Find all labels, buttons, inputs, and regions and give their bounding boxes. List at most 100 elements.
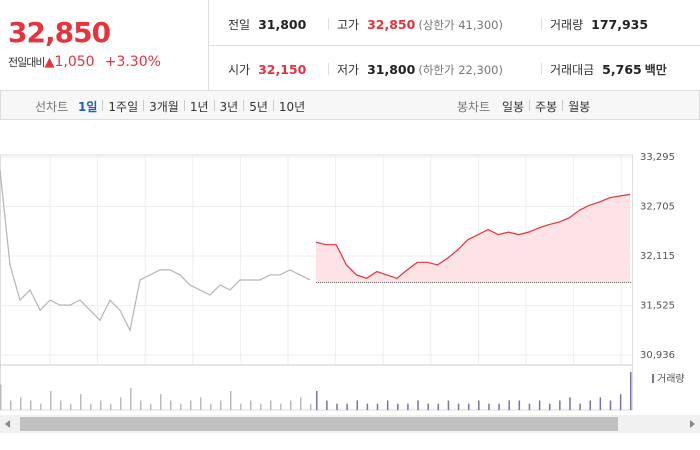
stat: 고가 32,850 (상한가 41,300) — [337, 16, 503, 33]
volume-bar — [190, 400, 192, 410]
range-tab[interactable]: 3년 — [219, 100, 239, 114]
range-tab[interactable]: 1년 — [189, 100, 209, 114]
volume-bar — [90, 403, 92, 410]
volume-bar — [528, 403, 531, 410]
scroll-thumb[interactable] — [20, 417, 618, 431]
stat-value: 177,935 — [591, 17, 649, 32]
candle-tab[interactable]: 일봉 — [502, 100, 525, 114]
volume-bar — [376, 403, 379, 410]
stat-label: 전일 — [228, 18, 251, 32]
range-tab[interactable]: 3개월 — [149, 100, 179, 114]
area-fill — [316, 194, 630, 283]
volume-bar — [50, 391, 52, 410]
volume-bar — [366, 403, 369, 410]
volume-bar — [70, 403, 72, 410]
stat: 시가 32,150 — [228, 61, 306, 78]
chart: 33,295 32,705 32,115 31,525 30,936 거래량 — [0, 152, 700, 433]
volume-bar — [316, 391, 318, 410]
range-tab[interactable]: 1주일 — [108, 100, 139, 114]
volume-bar — [346, 403, 348, 410]
range-tab[interactable]: 1일 — [78, 100, 98, 114]
volume-bar — [336, 403, 338, 410]
stat-value: 32,850 — [367, 17, 416, 32]
volume-bar — [20, 397, 22, 410]
stat: 거래대금 5,765 백만 — [550, 61, 667, 78]
volume-bar — [220, 400, 222, 410]
legend-label: 거래량 — [657, 373, 685, 385]
volume-bar — [579, 403, 581, 410]
change-row: 전일대비▲1,050 +3.30% — [8, 54, 161, 70]
volume-bar — [100, 400, 102, 410]
volume-bar — [30, 400, 32, 410]
change-value: 1,050 — [54, 54, 95, 70]
volume-bar — [538, 400, 541, 410]
volume-bar — [326, 400, 328, 410]
volume-bar — [270, 400, 272, 410]
stat-value: 31,800 — [367, 62, 416, 77]
volume-bar — [478, 400, 480, 410]
tab-sep — [562, 100, 564, 111]
volume-bar — [120, 397, 122, 410]
divider — [328, 63, 329, 75]
volume-bar — [407, 403, 409, 410]
stat-value: 32,150 — [258, 62, 307, 77]
candle-tab[interactable]: 월봉 — [568, 100, 591, 114]
volume-bar — [630, 372, 632, 410]
current-price: 32,850 — [8, 16, 111, 49]
tab-sep — [243, 100, 245, 111]
volume-bar — [180, 403, 182, 410]
toolbar: 선차트 1일 1주일 3개월 1년 3년 5년 10년 봉차트 일봉 주봉 월봉 — [0, 90, 700, 120]
y-tick-label: 32,705 — [640, 202, 675, 213]
legend-swatch — [652, 374, 654, 383]
volume-bar — [488, 403, 490, 410]
stat-label: 거래대금 — [550, 63, 595, 77]
tab-sep — [143, 100, 145, 111]
stat-label: 저가 — [337, 63, 360, 77]
range-tab[interactable]: 10년 — [278, 100, 306, 114]
divider — [541, 63, 542, 75]
stat-value: 5,765 — [602, 62, 642, 77]
price-line — [315, 193, 631, 279]
toolbar-label: 선차트 — [35, 100, 69, 114]
stat-label: 고가 — [337, 18, 360, 32]
y-tick-label: 33,295 — [640, 152, 675, 163]
volume-bar — [200, 397, 202, 410]
volume-bar — [40, 403, 42, 410]
volume-bar — [300, 397, 302, 410]
candle-tab[interactable]: 주봉 — [535, 100, 558, 114]
volume-bar — [210, 403, 212, 410]
volume-bar — [260, 403, 262, 410]
volume-bar — [599, 397, 602, 410]
change-label: 전일대비 — [8, 56, 45, 69]
price-line — [0, 169, 311, 333]
volume-bar — [10, 400, 12, 410]
scroll-left — [5, 420, 10, 428]
change-rate: +3.30% — [104, 54, 161, 70]
volume-bar — [170, 400, 172, 410]
tab-sep — [529, 100, 531, 111]
volume-bar — [130, 387, 132, 410]
volume-bar — [467, 403, 470, 410]
tab-sep — [102, 100, 104, 111]
divider — [541, 18, 542, 30]
volume-bar — [569, 397, 571, 410]
volume-bar — [447, 400, 450, 410]
volume-bar — [548, 403, 551, 410]
volume-bar — [609, 400, 612, 410]
volume-bar — [160, 394, 162, 410]
range-tab[interactable]: 5년 — [249, 100, 268, 114]
volume-bar — [427, 403, 429, 410]
stat: 거래량 177,935 — [550, 16, 648, 33]
volume-bar — [150, 403, 152, 410]
volume-bar — [518, 400, 521, 410]
volume-bar — [140, 400, 142, 410]
volume-bar — [417, 400, 419, 410]
scroll-right — [690, 420, 695, 428]
volume-bar — [110, 403, 112, 410]
y-tick-label: 31,525 — [640, 301, 675, 312]
volume-bar — [498, 403, 500, 410]
volume-bar — [240, 403, 242, 410]
volume-bar — [457, 403, 460, 410]
volume-bar — [559, 400, 561, 410]
